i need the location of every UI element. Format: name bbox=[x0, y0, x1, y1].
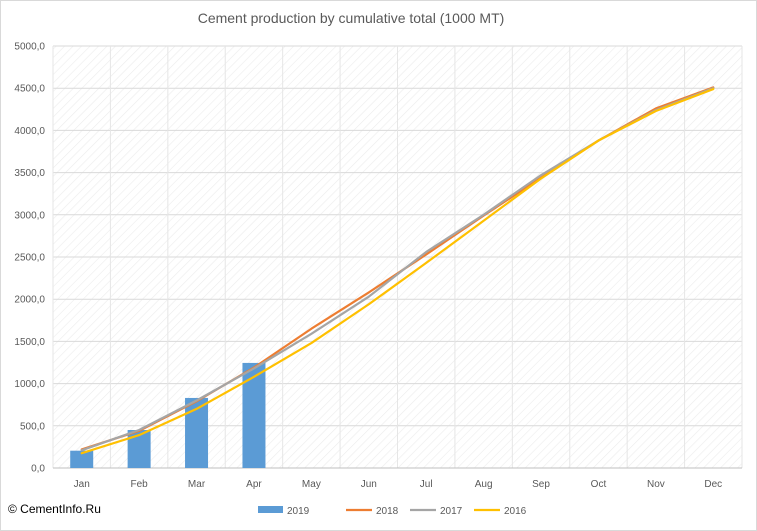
x-tick-label: Jan bbox=[74, 479, 90, 490]
bar-2019-apr bbox=[242, 362, 266, 468]
y-tick-label: 1000,0 bbox=[14, 379, 45, 390]
x-tick-label: Jul bbox=[420, 479, 433, 490]
x-tick-label: Oct bbox=[591, 479, 607, 490]
x-tick-label: Sep bbox=[532, 479, 550, 490]
legend-label-2017: 2017 bbox=[440, 506, 463, 517]
x-tick-label: Aug bbox=[475, 479, 493, 490]
legend-label-2016: 2016 bbox=[504, 506, 527, 517]
y-tick-label: 500,0 bbox=[20, 421, 45, 432]
legend-label-2018: 2018 bbox=[376, 506, 399, 517]
bar-2019-jan bbox=[70, 450, 94, 468]
gridlines bbox=[52, 45, 743, 469]
x-tick-label: Dec bbox=[704, 479, 722, 490]
y-tick-label: 3000,0 bbox=[14, 210, 45, 221]
line-series bbox=[80, 86, 715, 455]
legend-label-2019: 2019 bbox=[287, 506, 310, 517]
x-tick-label: Nov bbox=[647, 479, 665, 490]
x-tick-label: Feb bbox=[131, 479, 149, 490]
x-tick-label: Apr bbox=[246, 479, 262, 490]
y-axis-ticks: 0,0 500,0 1000,0 1500,0 2000,0 2500,0 3000,0 35… bbox=[14, 42, 45, 475]
y-tick-label: 5000,0 bbox=[14, 42, 45, 53]
x-tick-label: Jun bbox=[361, 479, 377, 490]
y-tick-label: 2500,0 bbox=[14, 253, 45, 264]
copyright-watermark: © CementInfo.Ru bbox=[8, 502, 101, 516]
y-tick-label: 4500,0 bbox=[14, 84, 45, 95]
bar-series bbox=[70, 362, 266, 468]
y-tick-label: 0,0 bbox=[31, 464, 45, 475]
x-tick-label: Mar bbox=[188, 479, 206, 490]
x-tick-label: May bbox=[302, 479, 321, 490]
bar-2019-mar bbox=[185, 397, 209, 468]
chart-title: Cement production by cumulative total (1… bbox=[198, 10, 505, 26]
legend-swatch-2019 bbox=[258, 506, 283, 513]
x-axis-ticks: Jan Feb Mar Apr May Jun Jul Aug Sep Oct Nov Dec bbox=[74, 479, 723, 490]
legend: 2019 2018 2017 2016 bbox=[258, 506, 527, 517]
y-tick-label: 3500,0 bbox=[14, 168, 45, 179]
y-tick-label: 1500,0 bbox=[14, 337, 45, 348]
y-tick-label: 2000,0 bbox=[14, 295, 45, 306]
line-2016 bbox=[80, 87, 715, 455]
y-tick-label: 4000,0 bbox=[14, 126, 45, 137]
bar-2019-feb bbox=[127, 430, 151, 468]
